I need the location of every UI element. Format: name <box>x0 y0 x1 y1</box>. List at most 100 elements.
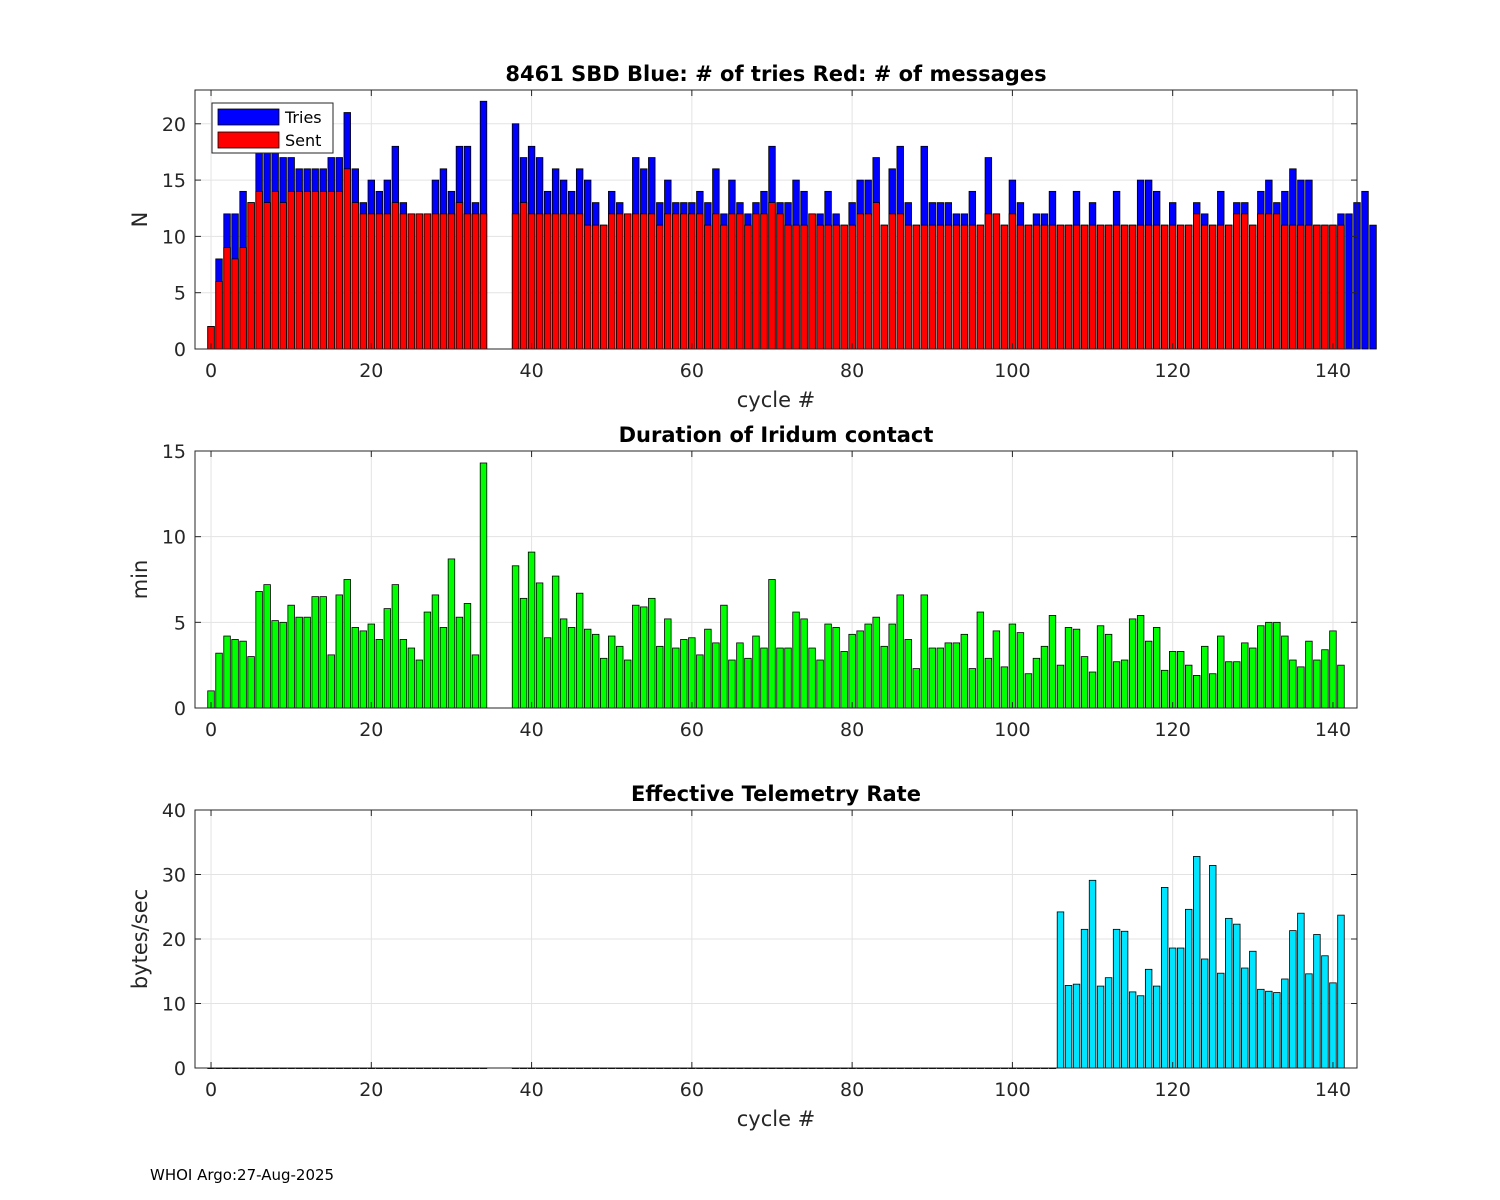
x-tick-label: 120 <box>1155 360 1191 382</box>
bar-sent <box>664 213 672 350</box>
bar-sent <box>1273 213 1281 350</box>
bar-sent <box>1160 224 1169 350</box>
bar-duration <box>1016 632 1025 709</box>
bar-sent <box>527 213 536 350</box>
bar-sent <box>1024 224 1033 350</box>
bar-sent <box>519 202 528 350</box>
bar-duration <box>335 594 343 709</box>
bar-sent <box>720 224 728 350</box>
bar-sent <box>984 213 993 350</box>
bar-duration <box>431 594 440 709</box>
bar-sent <box>303 190 311 350</box>
bar-duration <box>343 579 351 709</box>
bar-duration <box>744 657 752 709</box>
bar-duration <box>1112 661 1121 709</box>
bar-sent <box>575 213 584 350</box>
bar-sent <box>1096 224 1105 350</box>
bar-duration <box>936 647 944 709</box>
bar-duration <box>1080 656 1089 709</box>
x-tick-label: 20 <box>359 1079 383 1101</box>
bar-rate <box>1297 912 1305 1069</box>
bar-duration <box>768 579 776 709</box>
bar-sent <box>1080 224 1089 350</box>
bar-duration <box>511 565 520 709</box>
x-tick-label: 20 <box>359 360 383 382</box>
bar-sent <box>896 213 904 350</box>
bar-sent <box>583 224 592 350</box>
bar-duration <box>1249 647 1257 709</box>
bar-sent <box>287 190 295 350</box>
bar-duration <box>680 639 688 709</box>
bar-sent <box>744 224 752 350</box>
bar-sent <box>1152 224 1161 350</box>
bar-duration <box>367 623 375 709</box>
bar-sent <box>415 213 424 350</box>
bar-duration <box>255 591 263 709</box>
bar-sent <box>952 224 960 350</box>
bar-sent <box>239 247 247 350</box>
bar-duration <box>880 645 888 709</box>
x-axis-label: cycle # <box>737 1107 816 1131</box>
bar-duration <box>1281 635 1289 709</box>
bar-duration <box>415 659 424 709</box>
legend-label-tries: Tries <box>284 108 322 127</box>
bar-rate <box>1072 983 1081 1069</box>
bar-sent <box>728 213 736 350</box>
bar-duration <box>736 642 744 709</box>
bar-sent <box>1289 224 1297 350</box>
bar-duration <box>567 627 576 709</box>
bar-duration <box>648 597 656 709</box>
bar-sent <box>648 213 656 350</box>
subplot-3 <box>194 809 1358 1070</box>
bar-rate <box>1321 955 1329 1069</box>
bar-sent <box>608 213 616 350</box>
bar-duration <box>1096 625 1105 709</box>
bar-sent <box>1329 224 1337 350</box>
bar-sent <box>992 213 1001 350</box>
y-tick-label: 0 <box>174 339 186 361</box>
bar-sent <box>1233 213 1241 350</box>
bar-duration <box>1048 615 1057 709</box>
bar-sent <box>976 224 985 350</box>
bar-duration <box>784 647 792 709</box>
chart-title: Duration of Iridum contact <box>619 423 934 447</box>
bar-sent <box>592 224 600 350</box>
bar-sent <box>624 213 632 350</box>
bar-sent <box>752 213 760 350</box>
bar-rate <box>1201 958 1209 1069</box>
bar-sent <box>1000 224 1009 350</box>
bar-duration <box>215 652 223 709</box>
bar-sent <box>712 213 720 350</box>
bar-tries <box>1345 213 1353 350</box>
x-tick-label: 0 <box>205 360 217 382</box>
bar-duration <box>832 627 840 709</box>
bar-sent <box>1177 224 1185 350</box>
bar-sent <box>1241 213 1249 350</box>
bar-sent <box>1209 224 1217 350</box>
bar-duration <box>992 630 1001 709</box>
bar-duration <box>479 462 488 709</box>
bar-sent <box>567 213 576 350</box>
bar-duration <box>592 633 600 709</box>
bar-sent <box>1144 224 1153 350</box>
bar-rate <box>1128 991 1137 1069</box>
bar-duration <box>439 627 448 709</box>
bar-rate <box>1160 887 1169 1069</box>
bar-duration <box>808 647 816 709</box>
bar-sent <box>271 190 279 350</box>
bar-sent <box>327 190 335 350</box>
bar-duration <box>279 621 287 709</box>
y-tick-label: 15 <box>162 441 186 463</box>
bar-duration <box>1120 659 1129 709</box>
subplot-1 <box>194 89 1377 350</box>
bar-rate <box>1136 995 1145 1069</box>
bar-duration <box>1040 645 1049 709</box>
y-axis-label: min <box>128 560 152 600</box>
bar-rate <box>1193 856 1201 1069</box>
legend-swatch-tries <box>217 108 280 126</box>
bar-sent <box>1297 224 1305 350</box>
bar-duration <box>1257 625 1265 709</box>
bar-sent <box>335 190 343 350</box>
bar-sent <box>375 213 384 350</box>
